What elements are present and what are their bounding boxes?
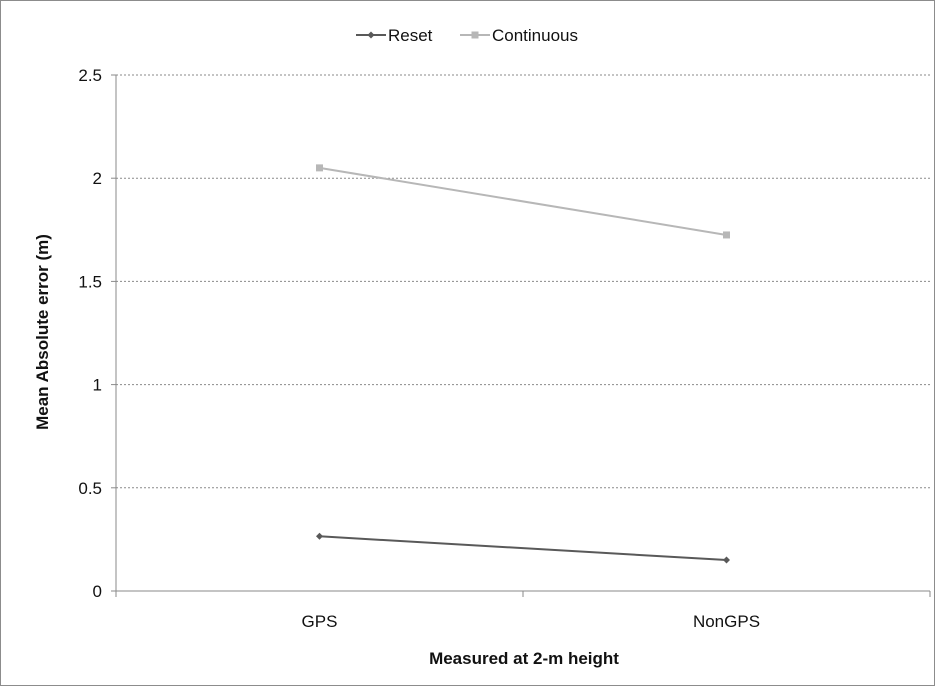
legend: Reset Continuous	[356, 26, 578, 45]
x-tick-label-nongps: NonGPS	[693, 612, 760, 631]
y-tick-label-0: 0	[93, 582, 102, 601]
y-tick-label-0.5: 0.5	[78, 479, 102, 498]
series-line-reset	[319, 535, 727, 562]
series-layer	[316, 164, 730, 564]
legend-marker-continuous	[471, 31, 479, 39]
axes: 0 0.5 1 1.5 2 2.5 GPS NonGPS	[78, 66, 931, 631]
data-point-continuous-nongps	[723, 231, 730, 239]
y-tick-label-1: 1	[93, 376, 102, 395]
legend-marker-reset	[367, 31, 375, 39]
x-tick-label-gps: GPS	[302, 612, 338, 631]
y-tick-label-1.5: 1.5	[78, 272, 102, 291]
y-tick-label-2: 2	[93, 169, 102, 188]
legend-label-continuous: Continuous	[492, 26, 578, 45]
legend-label-reset: Reset	[388, 26, 433, 45]
data-point-reset-nongps	[723, 556, 730, 564]
data-point-continuous-gps	[316, 164, 323, 172]
y-axis-title: Mean Absolute error (m)	[33, 234, 52, 430]
data-point-reset-gps	[316, 532, 323, 540]
x-axis-title: Measured at 2-m height	[429, 649, 619, 668]
series-line-continuous	[319, 166, 727, 236]
y-tick-label-2.5: 2.5	[78, 66, 102, 85]
